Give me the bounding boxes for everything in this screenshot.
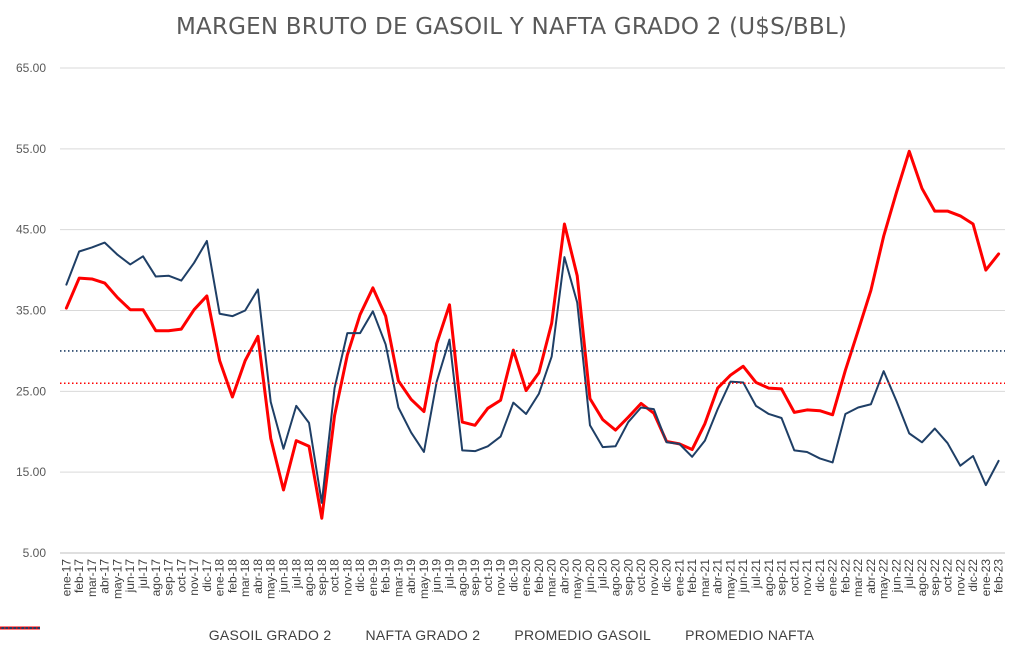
x-tick-label: ene-21 [672, 559, 686, 597]
x-tick-label: mar-22 [851, 559, 865, 597]
chart-title: MARGEN BRUTO DE GASOIL Y NAFTA GRADO 2 (… [175, 14, 848, 40]
x-tick-label: ene-17 [59, 559, 73, 597]
x-tick-label: abr-19 [404, 559, 418, 594]
x-tick-label: jun-18 [276, 559, 290, 594]
x-tick-label: feb-18 [225, 559, 239, 593]
line-chart: ene-17feb-17mar-17abr-17may-17jun-17jul-… [16, 61, 1006, 599]
x-tick-label: may-22 [877, 559, 891, 599]
x-tick-label: nov-19 [494, 559, 508, 596]
x-tick-label: abr-17 [98, 559, 112, 594]
x-tick-label: sep-21 [775, 559, 789, 596]
legend: GASOIL GRADO 2 NAFTA GRADO 2 PROMEDIO GA… [0, 624, 1023, 646]
x-tick-labels: ene-17feb-17mar-17abr-17may-17jun-17jul-… [59, 559, 1005, 599]
x-tick-label: ene-19 [366, 559, 380, 597]
y-tick-label: 5.00 [23, 546, 47, 560]
x-tick-label: ago-22 [915, 559, 929, 597]
x-tick-label: sep-18 [315, 559, 329, 596]
x-tick-label: ene-18 [213, 559, 227, 597]
y-tick-label: 25.00 [16, 384, 46, 398]
x-tick-label: sep-19 [468, 559, 482, 596]
x-tick-label: nov-17 [187, 559, 201, 596]
x-tick-label: nov-22 [953, 559, 967, 596]
x-tick-label: mar-19 [391, 559, 405, 597]
legend-item-gasoil: GASOIL GRADO 2 [0, 626, 332, 643]
x-tick-label: oct-20 [634, 559, 648, 593]
x-tick-label: may-19 [417, 559, 431, 599]
series-line-gasoil-grado-2 [64, 149, 1001, 520]
x-tick-label: sep-20 [621, 559, 635, 596]
x-tick-label: ago-17 [149, 559, 163, 597]
x-tick-label: feb-21 [685, 559, 699, 593]
series-line-nafta-grado-2 [65, 239, 1000, 504]
x-tick-label: oct-21 [787, 559, 801, 593]
x-tick-label: jul-19 [442, 559, 456, 590]
legend-label-promedio-gasoil: PROMEDIO GASOIL [514, 627, 652, 643]
x-tick-label: nov-18 [340, 559, 354, 596]
x-tick-label: mar-20 [545, 559, 559, 597]
x-tick-label: nov-20 [647, 559, 661, 596]
legend-label-promedio-nafta: PROMEDIO NAFTA [685, 627, 815, 643]
x-tick-label: oct-17 [174, 559, 188, 593]
x-tick-label: dic-21 [813, 559, 827, 592]
x-tick-label: sep-22 [928, 559, 942, 596]
x-tick-label: oct-19 [481, 559, 495, 593]
x-tick-label: mar-18 [238, 559, 252, 597]
x-tick-label: feb-17 [72, 559, 86, 593]
y-tick-label: 35.00 [16, 304, 46, 318]
x-tick-label: sep-17 [162, 559, 176, 596]
x-tick-label: jul-20 [596, 559, 610, 590]
x-tick-label: abr-20 [557, 559, 571, 594]
y-tick-label: 65.00 [16, 61, 46, 75]
y-tick-label: 15.00 [16, 465, 46, 479]
x-tick-label: feb-19 [379, 559, 393, 593]
legend-label-nafta: NAFTA GRADO 2 [365, 627, 481, 643]
x-tick-label: ene-20 [519, 559, 533, 597]
x-tick-label: ago-20 [609, 559, 623, 597]
x-tick-label: dic-18 [353, 559, 367, 592]
x-tick-label: ene-22 [826, 559, 840, 597]
legend-item-nafta: NAFTA GRADO 2 [0, 627, 481, 643]
x-tick-label: jul-18 [289, 559, 303, 590]
x-tick-label: mar-17 [85, 559, 99, 597]
x-tick-label: may-20 [570, 559, 584, 599]
x-tick-label: may-21 [723, 559, 737, 599]
x-tick-label: jun-21 [736, 559, 750, 594]
x-tick-label: dic-20 [660, 559, 674, 592]
series-lines [60, 149, 1005, 520]
x-tick-label: dic-22 [966, 559, 980, 592]
x-tick-label: feb-22 [838, 559, 852, 593]
x-tick-label: jun-17 [123, 559, 137, 594]
x-tick-label: feb-20 [532, 559, 546, 593]
legend-label-gasoil: GASOIL GRADO 2 [208, 627, 332, 643]
x-tick-label: abr-21 [711, 559, 725, 594]
y-tick-labels: 5.00 15.00 25.00 35.00 45.00 55.00 65.00 [16, 61, 46, 560]
x-tick-label: may-17 [110, 559, 124, 599]
x-tick-label: jul-17 [136, 559, 150, 590]
x-tick-label: jul-22 [902, 559, 916, 590]
x-tick-label: jul-21 [749, 559, 763, 590]
legend-item-promedio-gasoil: PROMEDIO GASOIL [0, 627, 652, 643]
x-tick-label: abr-18 [251, 559, 265, 594]
x-tick-label: ago-19 [455, 559, 469, 597]
y-tick-label: 45.00 [16, 223, 46, 237]
x-tick-label: jun-19 [430, 559, 444, 594]
y-tick-label: 55.00 [16, 142, 46, 156]
x-tick-label: oct-22 [941, 559, 955, 593]
x-tick-label: jun-20 [583, 559, 597, 594]
legend-swatch-promedio-nafta [0, 627, 40, 629]
x-tick-label: dic-17 [200, 559, 214, 592]
x-tick-label: feb-23 [992, 559, 1006, 593]
x-tick-label: mar-21 [698, 559, 712, 597]
x-tick-label: nov-21 [800, 559, 814, 596]
x-tick-label: jun-22 [889, 559, 903, 594]
x-tick-label: ene-23 [979, 559, 993, 597]
x-tick-label: oct-18 [328, 559, 342, 593]
x-tick-label: abr-22 [864, 559, 878, 594]
legend-item-promedio-nafta: PROMEDIO NAFTA [0, 627, 815, 643]
x-tick-label: ago-21 [762, 559, 776, 597]
x-tick-label: may-18 [264, 559, 278, 599]
x-tick-label: dic-19 [506, 559, 520, 592]
x-tick-label: ago-18 [302, 559, 316, 597]
